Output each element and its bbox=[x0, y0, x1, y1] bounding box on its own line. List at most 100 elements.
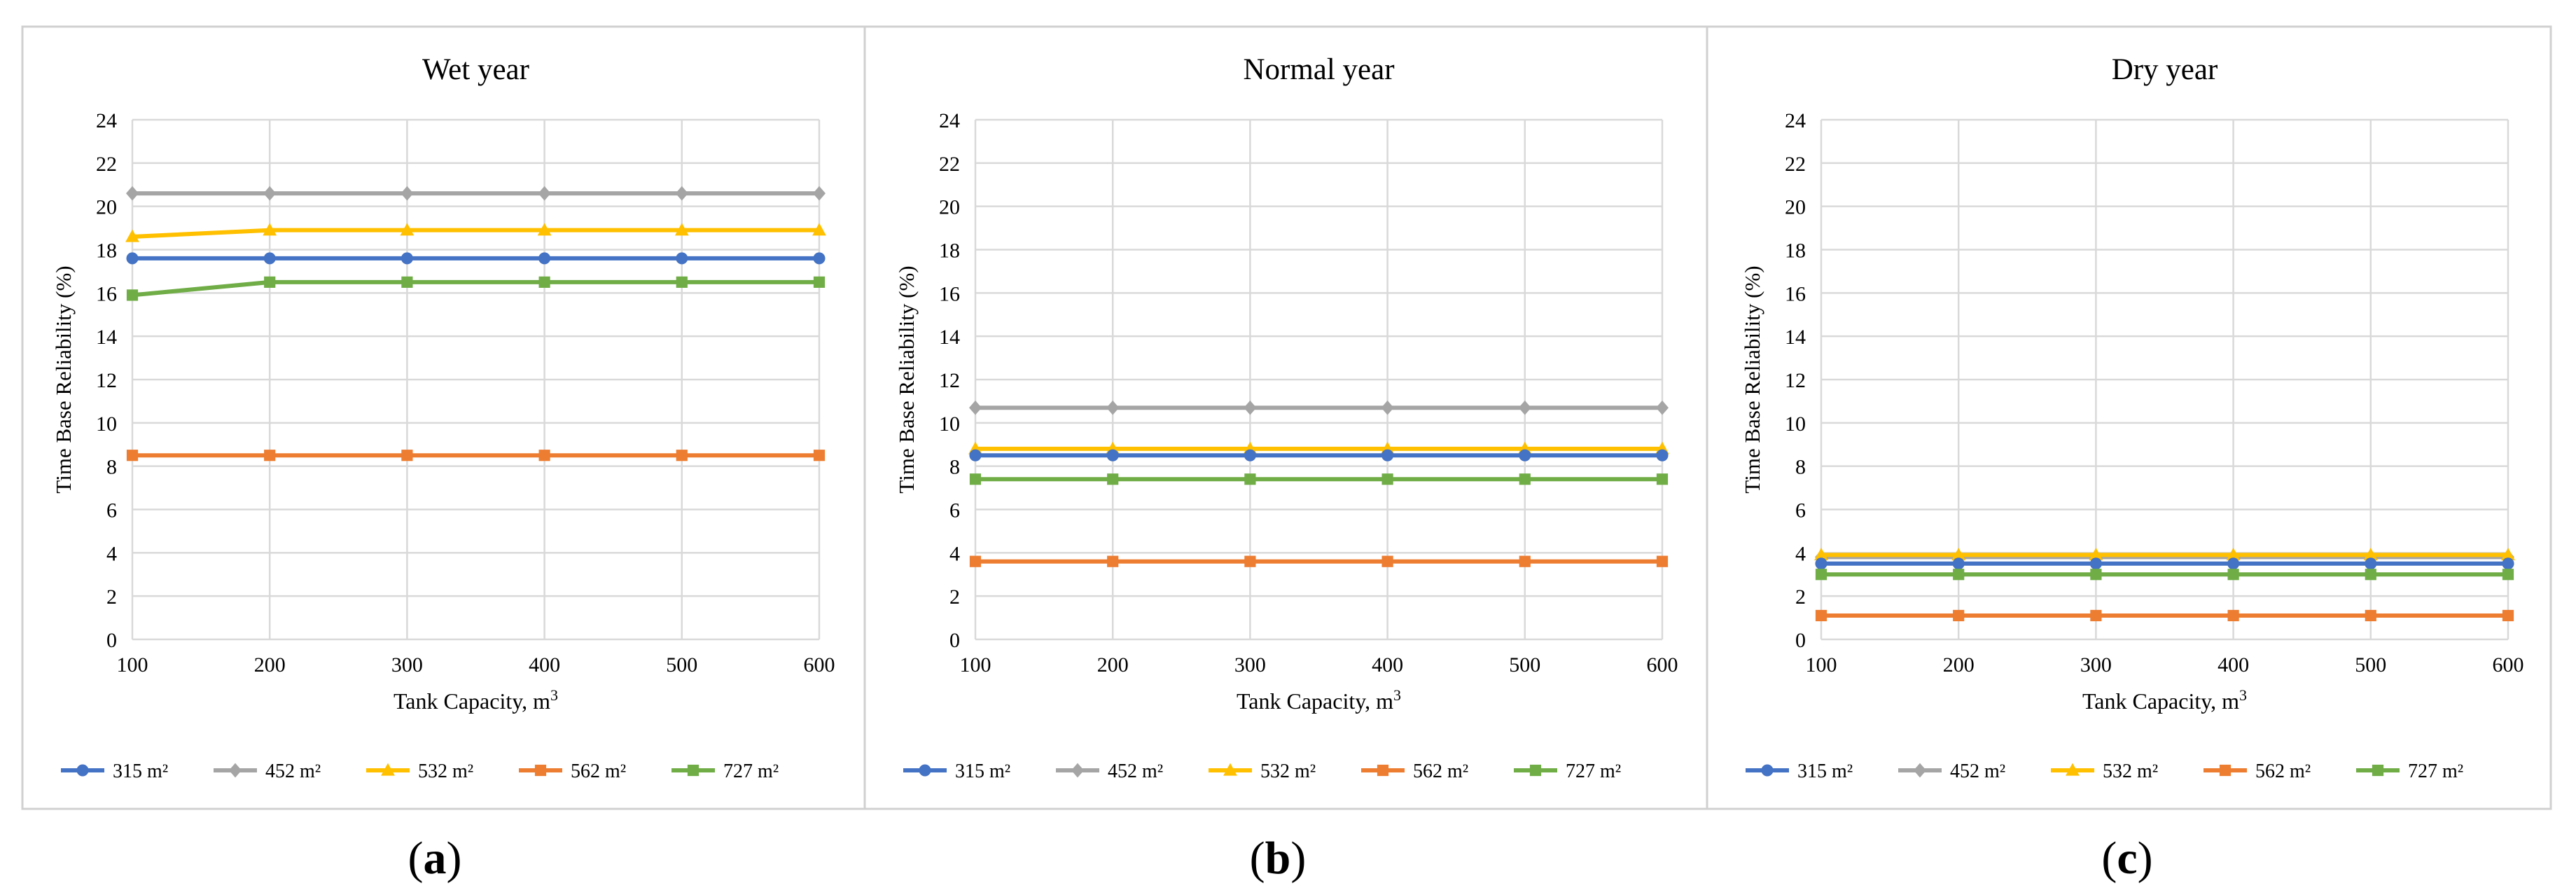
x-tick-label: 500 bbox=[1509, 653, 1540, 677]
data-point-562 bbox=[538, 450, 550, 462]
legend-marker-562 bbox=[2219, 764, 2232, 777]
x-tick-label: 600 bbox=[1647, 653, 1678, 677]
y-tick-label: 20 bbox=[96, 196, 117, 219]
x-tick-label: 300 bbox=[391, 653, 423, 677]
y-tick-label: 16 bbox=[1785, 282, 1806, 305]
data-point-452 bbox=[401, 186, 414, 201]
y-tick-label: 16 bbox=[939, 282, 960, 305]
y-tick-label: 12 bbox=[939, 369, 960, 392]
data-point-315 bbox=[401, 252, 413, 265]
data-point-532 bbox=[1951, 548, 1966, 561]
data-point-532 bbox=[674, 223, 689, 236]
data-point-452 bbox=[1656, 400, 1669, 415]
legend-marker-452 bbox=[229, 763, 242, 778]
data-point-452 bbox=[126, 186, 139, 201]
x-tick-label: 200 bbox=[254, 653, 286, 677]
data-point-727 bbox=[2502, 569, 2514, 581]
y-tick-label: 0 bbox=[1795, 629, 1806, 652]
legend-marker-532 bbox=[1223, 763, 1237, 776]
legend-label: 532 m² bbox=[418, 761, 473, 782]
y-tick-label: 24 bbox=[1785, 109, 1806, 132]
data-point-562 bbox=[1107, 555, 1119, 567]
y-tick-label: 22 bbox=[939, 153, 960, 176]
y-axis-title: Time Base Reliability (%) bbox=[894, 265, 919, 493]
data-point-562 bbox=[401, 450, 413, 462]
panel-frame bbox=[21, 25, 866, 810]
y-tick-label: 0 bbox=[106, 629, 117, 652]
data-point-315 bbox=[1381, 449, 1394, 462]
data-point-727 bbox=[969, 473, 982, 485]
legend-label: 727 m² bbox=[2408, 761, 2463, 782]
x-axis-title: Tank Capacity, m3 bbox=[1237, 686, 1401, 714]
legend-label: 562 m² bbox=[2255, 761, 2311, 782]
data-point-562 bbox=[969, 555, 982, 567]
y-tick-label: 2 bbox=[949, 585, 960, 609]
data-point-452 bbox=[1106, 400, 1120, 415]
legend-label: 315 m² bbox=[955, 761, 1010, 782]
x-tick-label: 500 bbox=[2355, 653, 2386, 677]
x-tick-label: 100 bbox=[117, 653, 148, 677]
x-tick-label: 300 bbox=[1234, 653, 1266, 677]
data-point-562 bbox=[1815, 609, 1827, 622]
data-point-315 bbox=[1244, 449, 1256, 462]
data-point-452 bbox=[1381, 400, 1394, 415]
data-point-562 bbox=[1381, 555, 1393, 567]
data-point-315 bbox=[1106, 449, 1119, 462]
y-tick-label: 0 bbox=[949, 629, 960, 652]
y-tick-label: 14 bbox=[939, 326, 960, 349]
y-tick-label: 22 bbox=[1785, 153, 1806, 176]
y-tick-label: 18 bbox=[96, 240, 117, 263]
legend-label: 727 m² bbox=[723, 761, 779, 782]
data-point-315 bbox=[126, 252, 139, 265]
data-point-452 bbox=[263, 186, 277, 201]
x-tick-label: 400 bbox=[2218, 653, 2249, 677]
data-point-562 bbox=[676, 450, 688, 462]
y-tick-label: 2 bbox=[106, 585, 117, 609]
series-line-727 bbox=[132, 279, 819, 298]
data-point-315 bbox=[676, 252, 688, 265]
legend-marker-562 bbox=[1377, 764, 1389, 777]
legend-label: 562 m² bbox=[571, 761, 626, 782]
data-point-727 bbox=[1519, 473, 1531, 485]
data-point-727 bbox=[1244, 473, 1256, 485]
data-point-532 bbox=[2363, 548, 2378, 561]
data-point-562 bbox=[2090, 609, 2102, 622]
panel-caption: (b) bbox=[1250, 833, 1307, 884]
data-point-727 bbox=[1953, 569, 1965, 581]
data-point-727 bbox=[1656, 473, 1669, 485]
legend-label: 452 m² bbox=[1108, 761, 1163, 782]
data-point-727 bbox=[1381, 473, 1393, 485]
panel-caption: (a) bbox=[408, 833, 462, 884]
data-point-452 bbox=[1244, 400, 1257, 415]
data-point-315 bbox=[969, 449, 982, 462]
chart-title: Wet year bbox=[422, 53, 529, 86]
data-point-532 bbox=[2226, 548, 2241, 561]
data-point-562 bbox=[2227, 609, 2239, 622]
data-point-562 bbox=[1244, 555, 1256, 567]
panel-caption: (c) bbox=[2101, 833, 2152, 884]
x-tick-label: 300 bbox=[2080, 653, 2112, 677]
y-tick-label: 6 bbox=[1795, 499, 1806, 522]
data-point-562 bbox=[126, 450, 139, 462]
data-point-562 bbox=[2365, 609, 2376, 622]
y-tick-label: 14 bbox=[96, 326, 117, 349]
legend-marker-727 bbox=[2372, 764, 2384, 777]
data-point-315 bbox=[1656, 449, 1669, 462]
y-tick-label: 12 bbox=[1785, 369, 1806, 392]
legend-marker-452 bbox=[1914, 763, 1926, 778]
x-tick-label: 600 bbox=[804, 653, 835, 677]
y-tick-label: 4 bbox=[106, 542, 117, 565]
y-tick-label: 8 bbox=[949, 456, 960, 479]
data-point-532 bbox=[263, 223, 277, 236]
x-tick-label: 200 bbox=[1943, 653, 1975, 677]
data-point-452 bbox=[969, 400, 982, 415]
y-tick-label: 6 bbox=[949, 499, 960, 522]
data-point-727 bbox=[401, 276, 413, 288]
data-point-727 bbox=[1815, 569, 1827, 581]
legend-label: 532 m² bbox=[1260, 761, 1316, 782]
panel-frame bbox=[863, 25, 1708, 810]
